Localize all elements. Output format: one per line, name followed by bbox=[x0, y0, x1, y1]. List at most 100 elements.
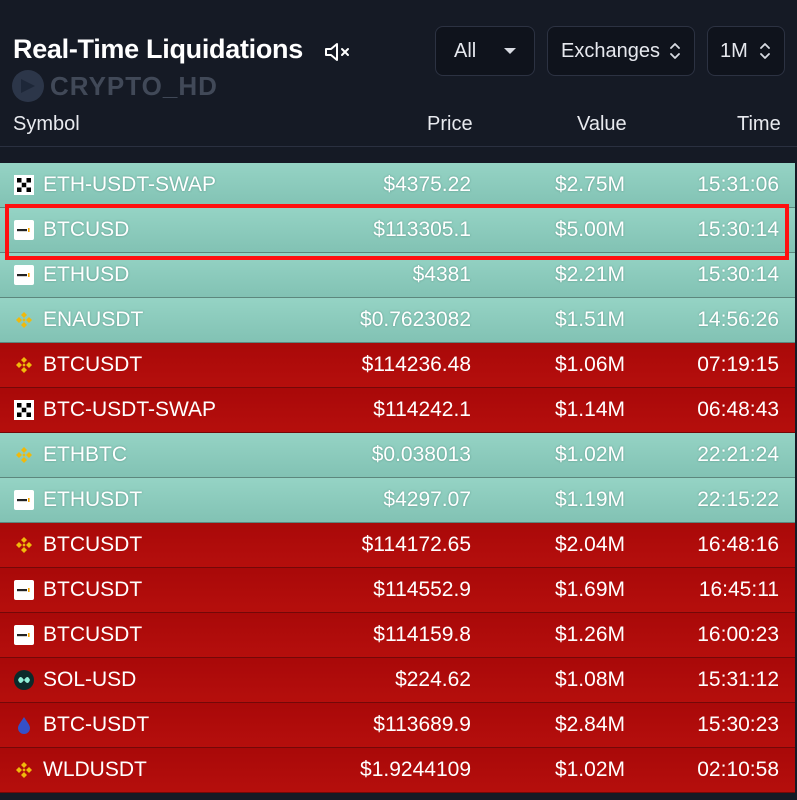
bybit-icon bbox=[14, 580, 34, 600]
price-cell: $114159.8 bbox=[373, 623, 471, 646]
telegram-icon bbox=[12, 70, 44, 102]
hyperliquid-icon bbox=[14, 670, 34, 690]
side-filter-label: All bbox=[454, 39, 477, 62]
price-cell: $114236.48 bbox=[361, 353, 471, 376]
time-cell: 16:45:11 bbox=[698, 578, 779, 601]
drop-icon bbox=[14, 715, 34, 735]
value-cell: $1.06M bbox=[554, 353, 625, 376]
symbol-cell: BTC-USDT-SWAP bbox=[43, 398, 217, 421]
time-cell: 15:31:06 bbox=[697, 173, 779, 196]
value-cell: $1.02M bbox=[554, 758, 625, 781]
table-row[interactable]: BTCUSDT $114172.65 $2.04M 16:48:16 bbox=[0, 523, 795, 568]
okx-icon bbox=[14, 175, 34, 195]
exchanges-select[interactable]: Exchanges bbox=[547, 26, 695, 76]
price-cell: $0.7623082 bbox=[360, 308, 471, 331]
time-cell: 15:30:14 bbox=[697, 218, 779, 241]
watermark-text: CRYPTO_HD bbox=[50, 70, 218, 101]
timeframe-select[interactable]: 1M bbox=[707, 26, 785, 76]
exchanges-label: Exchanges bbox=[561, 39, 660, 62]
price-cell: $224.62 bbox=[395, 668, 471, 691]
time-cell: 15:31:12 bbox=[697, 668, 779, 691]
updown-chevron-icon bbox=[760, 43, 770, 59]
okx-icon bbox=[14, 400, 34, 420]
binance-icon bbox=[14, 445, 34, 465]
binance-icon bbox=[14, 760, 34, 780]
time-cell: 15:30:23 bbox=[697, 713, 779, 736]
page-title: Real-Time Liquidations bbox=[13, 34, 303, 64]
symbol-cell: SOL-USD bbox=[43, 668, 137, 691]
side-filter-dropdown[interactable]: All bbox=[435, 26, 535, 76]
symbol-cell: ETHUSD bbox=[43, 263, 130, 286]
price-cell: $113305.1 bbox=[373, 218, 471, 241]
watermark: CRYPTO_HD bbox=[12, 68, 218, 104]
column-header-time[interactable]: Time bbox=[737, 113, 781, 135]
price-cell: $4297.07 bbox=[383, 488, 471, 511]
column-header-price[interactable]: Price bbox=[427, 113, 473, 135]
symbol-cell: BTCUSDT bbox=[43, 353, 143, 376]
table-row[interactable]: BTCUSDT $114552.9 $1.69M 16:45:11 bbox=[0, 568, 795, 613]
divider bbox=[0, 146, 797, 147]
value-cell: $1.08M bbox=[554, 668, 625, 691]
value-cell: $1.26M bbox=[554, 623, 625, 646]
bybit-icon bbox=[14, 625, 34, 645]
price-cell: $4381 bbox=[412, 263, 471, 286]
updown-chevron-icon bbox=[670, 43, 680, 59]
time-cell: 15:30:14 bbox=[697, 263, 779, 286]
time-cell: 07:19:15 bbox=[697, 353, 779, 376]
symbol-cell: BTC-USDT bbox=[43, 713, 150, 736]
table-row[interactable]: BTCUSDT $114236.48 $1.06M 07:19:15 bbox=[0, 343, 795, 388]
symbol-cell: BTCUSDT bbox=[43, 623, 143, 646]
price-cell: $114172.65 bbox=[361, 533, 471, 556]
price-cell: $4375.22 bbox=[383, 173, 471, 196]
value-cell: $2.84M bbox=[554, 713, 625, 736]
table-row[interactable]: BTCUSDT $114159.8 $1.26M 16:00:23 bbox=[0, 613, 795, 658]
table-row[interactable]: BTCUSD $113305.1 $5.00M 15:30:14 bbox=[0, 208, 795, 253]
column-header-value[interactable]: Value bbox=[577, 113, 627, 135]
symbol-cell: ETH-USDT-SWAP bbox=[43, 173, 217, 196]
table-row[interactable]: SOL-USD $224.62 $1.08M 15:31:12 bbox=[0, 658, 795, 703]
binance-icon bbox=[14, 535, 34, 555]
table-row[interactable]: ENAUSDT $0.7623082 $1.51M 14:56:26 bbox=[0, 298, 795, 343]
time-cell: 22:15:22 bbox=[697, 488, 779, 511]
price-cell: $114242.1 bbox=[373, 398, 471, 421]
binance-icon bbox=[14, 310, 34, 330]
value-cell: $1.19M bbox=[554, 488, 625, 511]
table-row[interactable]: WLDUSDT $1.9244109 $1.02M 02:10:58 bbox=[0, 748, 795, 793]
table-row[interactable]: ETHBTC $0.038013 $1.02M 22:21:24 bbox=[0, 433, 795, 478]
value-cell: $1.69M bbox=[554, 578, 625, 601]
price-cell: $114552.9 bbox=[373, 578, 471, 601]
time-cell: 06:48:43 bbox=[697, 398, 779, 421]
table-row[interactable]: ETHUSDT $4297.07 $1.19M 22:15:22 bbox=[0, 478, 795, 523]
value-cell: $2.04M bbox=[554, 533, 625, 556]
chevron-down-icon bbox=[504, 48, 516, 54]
table-row[interactable]: BTC-USDT $113689.9 $2.84M 15:30:23 bbox=[0, 703, 795, 748]
value-cell: $1.51M bbox=[554, 308, 625, 331]
price-cell: $0.038013 bbox=[371, 443, 471, 466]
value-cell: $2.21M bbox=[554, 263, 625, 286]
column-header-symbol[interactable]: Symbol bbox=[13, 113, 80, 135]
value-cell: $1.02M bbox=[554, 443, 625, 466]
symbol-cell: ETHBTC bbox=[43, 443, 127, 466]
liquidations-table: ETH-USDT-SWAP $4375.22 $2.75M 15:31:06 BTCUS… bbox=[0, 163, 795, 793]
time-cell: 14:56:26 bbox=[697, 308, 779, 331]
symbol-cell: ENAUSDT bbox=[43, 308, 144, 331]
table-row[interactable]: BTC-USDT-SWAP $114242.1 $1.14M 06:48:43 bbox=[0, 388, 795, 433]
binance-icon bbox=[14, 355, 34, 375]
value-cell: $1.14M bbox=[554, 398, 625, 421]
time-cell: 16:48:16 bbox=[697, 533, 779, 556]
bybit-icon bbox=[14, 220, 34, 240]
symbol-cell: ETHUSDT bbox=[43, 488, 143, 511]
mute-icon[interactable] bbox=[323, 40, 351, 64]
symbol-cell: BTCUSDT bbox=[43, 533, 143, 556]
symbol-cell: WLDUSDT bbox=[43, 758, 147, 781]
symbol-cell: BTCUSDT bbox=[43, 578, 143, 601]
price-cell: $1.9244109 bbox=[360, 758, 471, 781]
timeframe-label: 1M bbox=[720, 39, 748, 62]
time-cell: 02:10:58 bbox=[697, 758, 779, 781]
value-cell: $2.75M bbox=[554, 173, 625, 196]
symbol-cell: BTCUSD bbox=[43, 218, 130, 241]
table-row[interactable]: ETH-USDT-SWAP $4375.22 $2.75M 15:31:06 bbox=[0, 163, 795, 208]
table-row[interactable]: ETHUSD $4381 $2.21M 15:30:14 bbox=[0, 253, 795, 298]
bybit-icon bbox=[14, 490, 34, 510]
price-cell: $113689.9 bbox=[373, 713, 471, 736]
